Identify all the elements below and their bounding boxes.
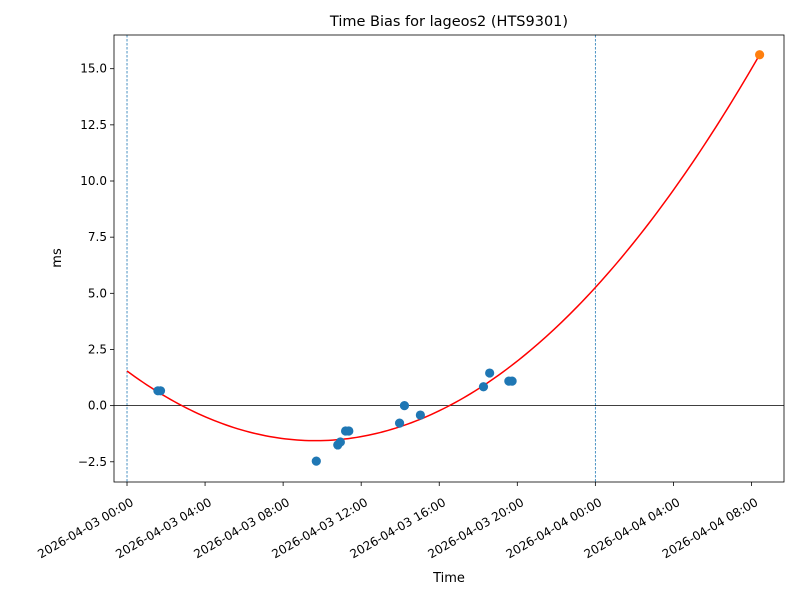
y-tick-label: 10.0 <box>80 174 107 188</box>
y-tick-label: 7.5 <box>88 230 107 244</box>
y-tick-label: −2.5 <box>78 455 107 469</box>
y-tick-label: 2.5 <box>88 342 107 356</box>
data-point-0-6 <box>344 426 354 436</box>
plot-frame <box>113 34 785 483</box>
y-axis: −2.5 0.0 2.5 5.0 7.5 10.0 12.5 15.0 <box>78 62 114 469</box>
y-tick-label: 15.0 <box>80 62 107 76</box>
y-axis-label: ms <box>50 248 65 268</box>
data-point-0-7 <box>394 418 405 428</box>
data-point-0-4 <box>335 437 345 447</box>
y-tick-label: 0.0 <box>88 399 107 413</box>
y-tick-label: 12.5 <box>80 118 107 132</box>
data-point-0-13 <box>507 376 517 386</box>
data-point-0-8 <box>399 401 410 411</box>
data-point-0-10 <box>478 382 489 392</box>
data-point-1-0 <box>755 50 765 60</box>
chart-title: Time Bias for lageos2 (HTS9301) <box>329 14 568 30</box>
fit-curve-0 <box>126 54 761 442</box>
y-tick-label: 5.0 <box>88 286 107 300</box>
x-axis-label: Time <box>432 571 465 586</box>
plot-area <box>114 35 784 482</box>
data-point-0-1 <box>155 386 166 396</box>
data-point-0-11 <box>485 368 495 378</box>
data-point-0-2 <box>311 456 321 466</box>
data-point-0-9 <box>415 410 425 420</box>
